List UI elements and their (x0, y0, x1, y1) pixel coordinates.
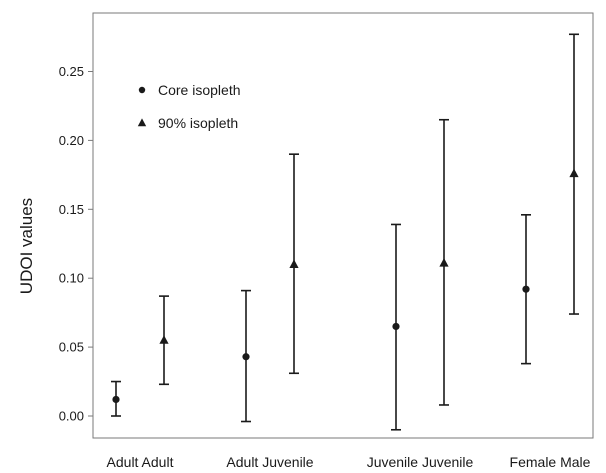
legend-label: Core isopleth (158, 82, 241, 98)
y-tick-label: 0.00 (59, 409, 84, 424)
x-axis: Adult Adult Adult Juvenile Juvenile Juveni… (107, 454, 591, 470)
y-tick-label: 0.15 (59, 202, 84, 217)
x-category-label: Female Male (510, 454, 591, 470)
y-tick-label: 0.20 (59, 133, 84, 148)
data-point-90 (159, 335, 169, 344)
data-point-90 (569, 168, 579, 178)
data-point-core (522, 285, 530, 293)
data-marks (111, 33, 579, 431)
legend-marker-circle (138, 86, 146, 94)
legend-marker-triangle (137, 118, 147, 127)
data-point-90 (289, 259, 299, 269)
data-point-90 (439, 258, 449, 267)
y-tick-label: 0.10 (59, 271, 84, 286)
x-category-label: Juvenile Juvenile (367, 454, 474, 470)
plot-frame (92, 12, 594, 439)
data-point-core (392, 322, 400, 331)
x-category-label: Adult Juvenile (226, 454, 313, 470)
legend: Core isopleth 90% isopleth (137, 82, 241, 131)
data-point-core (242, 353, 250, 361)
x-category-label: Adult Adult (107, 454, 174, 470)
y-axis: 0.00 0.05 0.10 0.15 0.20 0.25 (59, 64, 93, 424)
y-axis-title: UDOI values (17, 198, 36, 294)
y-tick-label: 0.25 (59, 64, 84, 79)
data-point-core (112, 395, 120, 404)
y-tick-label: 0.05 (59, 340, 84, 355)
legend-label: 90% isopleth (158, 115, 238, 131)
